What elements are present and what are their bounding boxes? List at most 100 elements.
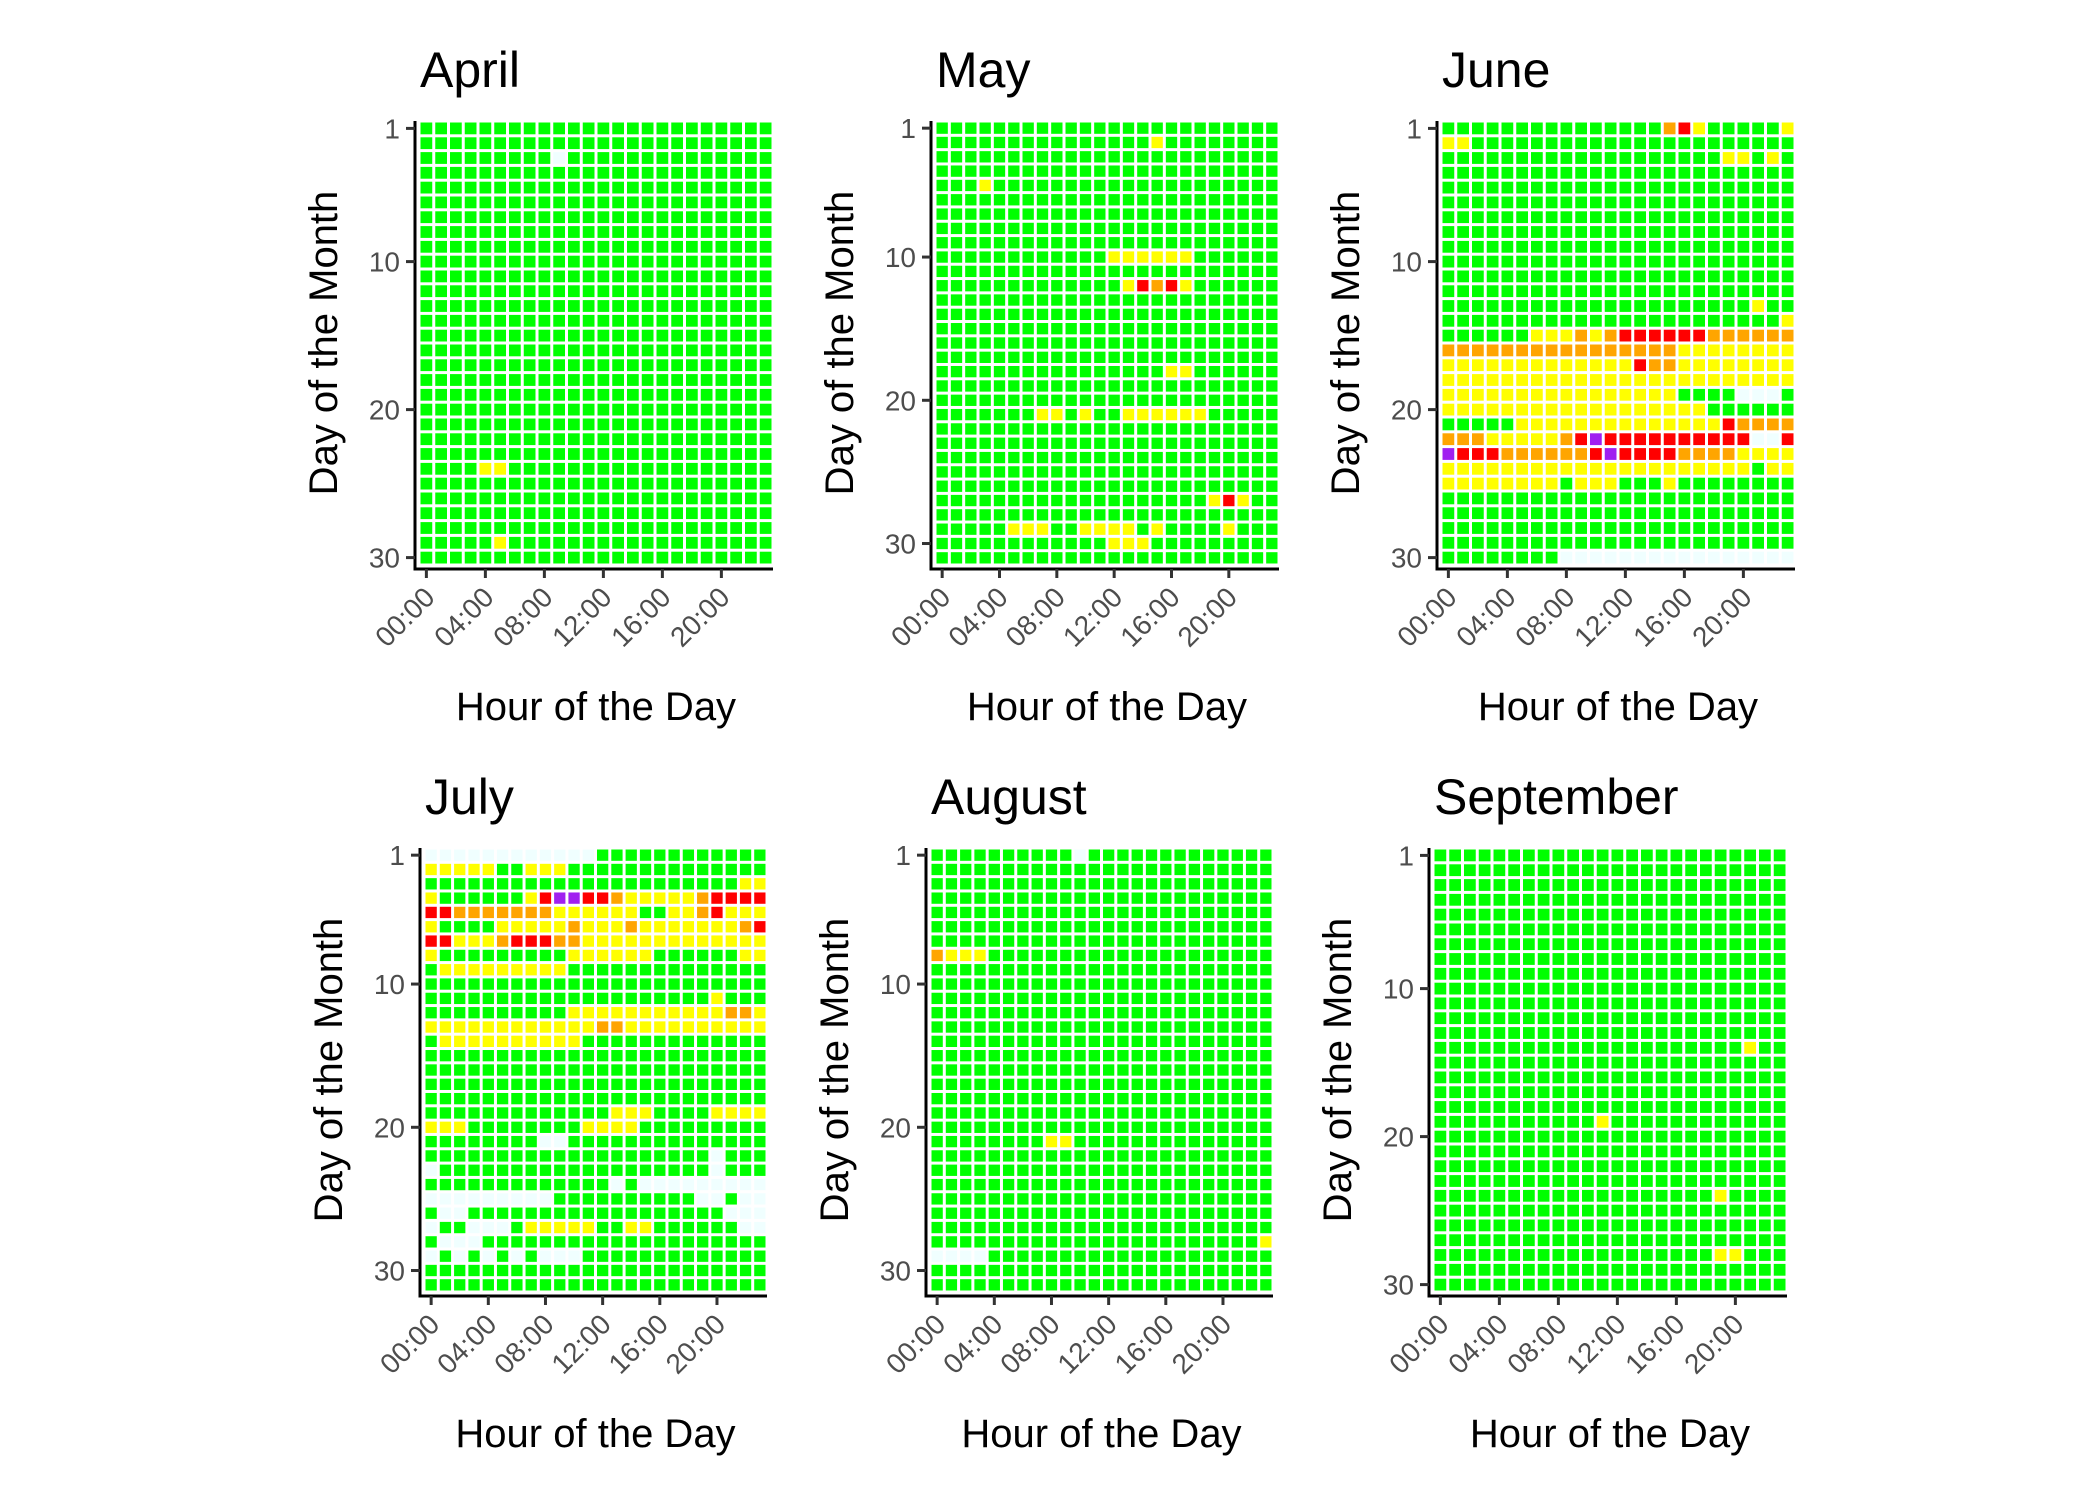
heatmap-cell [539,892,552,904]
heatmap-cell [435,255,447,268]
heatmap-cell [539,1035,552,1048]
heatmap-cell [612,122,624,135]
heatmap-cell [1088,849,1100,861]
heatmap-cell [1545,240,1558,253]
heatmap-cell [1634,329,1646,342]
heatmap-cell [1604,477,1617,490]
heatmap-cell [1531,329,1543,342]
heatmap-cell [697,1092,709,1105]
heatmap-cell [1457,240,1469,253]
heatmap-cell [1223,351,1235,363]
heatmap-cell [1781,314,1794,327]
heatmap-cell [1567,982,1579,995]
heatmap-cell [625,1035,637,1048]
heatmap-cell [554,1207,566,1219]
heatmap-cell [1472,492,1484,505]
heatmap-cell [1604,122,1617,135]
heatmap-cell [1744,1263,1756,1276]
heatmap-cell [1103,1121,1115,1133]
heatmap-cell [582,448,595,460]
heatmap-cell [700,152,713,164]
heatmap-cell [454,964,466,976]
heatmap-cell [1266,179,1278,192]
heatmap-cell [1767,507,1779,520]
heatmap-cell [1560,492,1573,505]
heatmap-cell [1065,122,1077,134]
heatmap-cell [639,1135,652,1148]
heatmap-cell [1174,1107,1186,1119]
heatmap-cell [1165,151,1178,163]
heatmap-cell [1151,265,1163,278]
heatmap-cell [538,255,551,268]
heatmap-cell [612,300,624,312]
heatmap-cell [1685,923,1697,936]
heatmap-cell [931,1064,943,1076]
heatmap-cell [725,1178,737,1191]
heatmap-cell [1449,1086,1461,1099]
heatmap-cell [420,166,433,179]
heatmap-cell [568,166,580,179]
heatmap-cell [745,433,757,446]
heatmap-cell [1208,136,1221,149]
heatmap-cell [1670,1012,1683,1025]
heatmap-cell [1693,211,1705,224]
heatmap-cell [612,137,624,150]
heatmap-cell [553,270,565,283]
heatmap-cell [1266,280,1278,292]
heatmap-cell [1117,1092,1129,1105]
heatmap-cell [1094,280,1106,292]
heatmap-cell [936,494,948,507]
x-tick-label: 20:00 [1678,1308,1749,1379]
heatmap-cell [1457,181,1469,194]
x-tick-label: 08:00 [1509,581,1580,652]
heatmap-cell [1590,196,1602,209]
heatmap-cell [1501,122,1514,135]
heatmap-cell [1619,329,1632,342]
heatmap-cell [1117,1121,1129,1133]
heatmap-cell [454,1150,466,1162]
heatmap-cell [439,1035,452,1048]
heatmap-cell [1670,982,1683,995]
heatmap-cell [1108,523,1120,535]
heatmap-cell [1122,494,1135,507]
heatmap-cell [1508,893,1520,906]
heatmap-cell [1582,1234,1594,1247]
heatmap-cell [496,1207,509,1219]
heatmap-cell [568,226,580,238]
heatmap-cell [1478,1278,1491,1291]
heatmap-cell [1174,1250,1186,1262]
heatmap-cell [1188,935,1201,947]
y-tick-label: 10 [885,242,916,273]
heatmap-cell [1611,1204,1624,1217]
heatmap-cell [1231,906,1243,919]
heatmap-cell [1552,1175,1565,1187]
heatmap-cell [1596,1175,1609,1187]
heatmap-cell [1088,1107,1100,1119]
heatmap-cell [1626,893,1638,906]
heatmap-cell [671,300,683,312]
heatmap-cell [1714,1086,1727,1099]
heatmap-cell [1567,879,1579,891]
heatmap-cell [1188,1221,1201,1234]
heatmap-cell [1188,1279,1201,1291]
heatmap-cell [759,152,772,164]
heatmap-cell [1626,1071,1638,1084]
heatmap-cell [1045,1279,1058,1291]
heatmap-cell [965,408,977,421]
heatmap-cell [1737,522,1750,534]
heatmap-cell [582,1135,594,1148]
heatmap-cell [1575,122,1587,135]
heatmap-cell [482,1236,494,1248]
heatmap-cell [1752,388,1764,401]
heatmap-cell [979,165,991,177]
heatmap-cell [1223,423,1235,435]
heatmap-cell [1655,1145,1668,1158]
heatmap-cells [936,122,1278,564]
heatmap-cell [1108,237,1120,249]
heatmap-cell [612,211,624,224]
heatmap-cell [1103,935,1115,947]
heatmap-cell [711,1121,723,1133]
heatmap-cell [1442,462,1455,475]
heatmap-cell [682,978,695,990]
heatmap-cell [1611,864,1624,877]
